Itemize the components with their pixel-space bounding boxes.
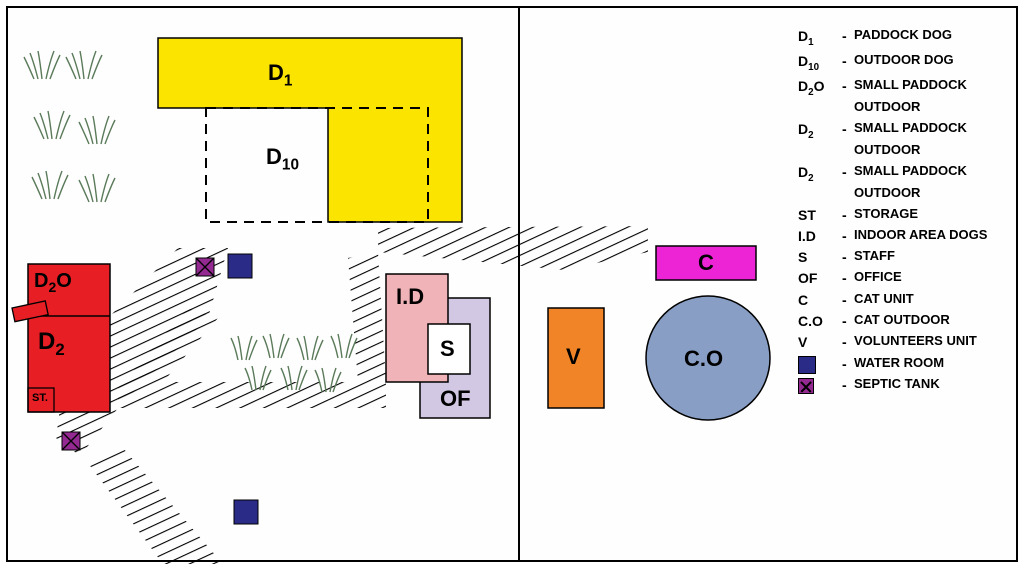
legend-row: ST-STORAGE: [798, 205, 1018, 225]
legend-dash: -: [842, 247, 854, 267]
legend-text: SEPTIC TANK: [854, 375, 940, 394]
legend-row: D2-SMALL PADDOCK: [798, 119, 1018, 143]
legend-dash: -: [842, 332, 854, 352]
label-of: OF: [440, 386, 471, 412]
legend-text: OUTDOOR DOG: [854, 51, 954, 70]
legend-key: D10: [798, 51, 842, 75]
path-hatch-4: [88, 448, 223, 564]
legend-text: STAFF: [854, 247, 895, 266]
grass-cluster-top: [24, 51, 115, 202]
legend-key: D2: [798, 162, 842, 186]
legend-text: CAT OUTDOOR: [854, 311, 950, 330]
legend-row: S-STAFF: [798, 247, 1018, 267]
legend-dash: -: [842, 375, 854, 395]
legend-text: SMALL PADDOCK: [854, 76, 967, 95]
label-s: S: [440, 336, 455, 362]
label-d2: D2: [38, 328, 65, 360]
region-d1: [158, 38, 462, 222]
legend-text: SMALL PADDOCK: [854, 119, 967, 138]
legend-dash: -: [842, 162, 854, 182]
legend-row: D1-PADDOCK DOG: [798, 26, 1018, 50]
legend-key: I.D: [798, 226, 842, 246]
label-c: C: [698, 250, 714, 276]
legend-row: C.O-CAT OUTDOOR: [798, 311, 1018, 331]
legend-row: I.D-INDOOR AREA DOGS: [798, 226, 1018, 246]
label-d10: D10: [266, 144, 299, 174]
legend-row: D2-SMALL PADDOCK: [798, 162, 1018, 186]
legend-dash: -: [842, 76, 854, 96]
legend-text: SMALL PADDOCK: [854, 162, 967, 181]
legend-key: C: [798, 290, 842, 310]
legend-dash: -: [842, 226, 854, 246]
legend-row: -SEPTIC TANK: [798, 375, 1018, 395]
water-room-1: [228, 254, 252, 278]
legend-dash: -: [842, 205, 854, 225]
label-co: C.O: [684, 346, 723, 372]
legend-text: CAT UNIT: [854, 290, 914, 309]
legend-text-line2: OUTDOOR: [854, 184, 1018, 203]
path-hatch-5: [348, 252, 386, 382]
legend-key: D2O: [798, 76, 842, 100]
legend-key: [798, 354, 842, 374]
label-v: V: [566, 344, 581, 370]
legend-dash: -: [842, 51, 854, 71]
legend-key: C.O: [798, 311, 842, 331]
legend-text: WATER ROOM: [854, 354, 944, 373]
legend-row: C-CAT UNIT: [798, 290, 1018, 310]
legend-key: D1: [798, 26, 842, 50]
legend: D1-PADDOCK DOGD10-OUTDOOR DOGD2O-SMALL P…: [798, 26, 1018, 396]
legend-key: OF: [798, 268, 842, 288]
legend-row: -WATER ROOM: [798, 354, 1018, 374]
label-d2o: D2O: [34, 270, 72, 295]
label-st: ST.: [32, 392, 48, 404]
label-d1: D1: [268, 60, 292, 90]
legend-key: S: [798, 247, 842, 267]
legend-key: ST: [798, 205, 842, 225]
legend-text: PADDOCK DOG: [854, 26, 952, 45]
legend-dash: -: [842, 26, 854, 46]
legend-text-line2: OUTDOOR: [854, 98, 1018, 117]
septic-tank-2: [62, 432, 80, 450]
map-frame: D1 D10 D2O D2 ST. I.D S OF C V C.O D1-PA…: [6, 6, 1018, 562]
legend-row: D2O-SMALL PADDOCK: [798, 76, 1018, 100]
path-hatch-1: [378, 226, 648, 270]
legend-row: OF-OFFICE: [798, 268, 1018, 288]
legend-key: [798, 375, 842, 395]
legend-dash: -: [842, 354, 854, 374]
legend-text: STORAGE: [854, 205, 918, 224]
legend-dash: -: [842, 268, 854, 288]
legend-text-line2: OUTDOOR: [854, 141, 1018, 160]
legend-dash: -: [842, 311, 854, 331]
legend-text: INDOOR AREA DOGS: [854, 226, 987, 245]
legend-row: D10-OUTDOOR DOG: [798, 51, 1018, 75]
legend-text: OFFICE: [854, 268, 902, 287]
label-id: I.D: [396, 284, 424, 310]
legend-dash: -: [842, 290, 854, 310]
water-room-2: [234, 500, 258, 524]
septic-tank-1: [196, 258, 214, 276]
legend-key: V: [798, 332, 842, 352]
legend-dash: -: [842, 119, 854, 139]
legend-text: VOLUNTEERS UNIT: [854, 332, 977, 351]
legend-key: D2: [798, 119, 842, 143]
legend-row: V-VOLUNTEERS UNIT: [798, 332, 1018, 352]
